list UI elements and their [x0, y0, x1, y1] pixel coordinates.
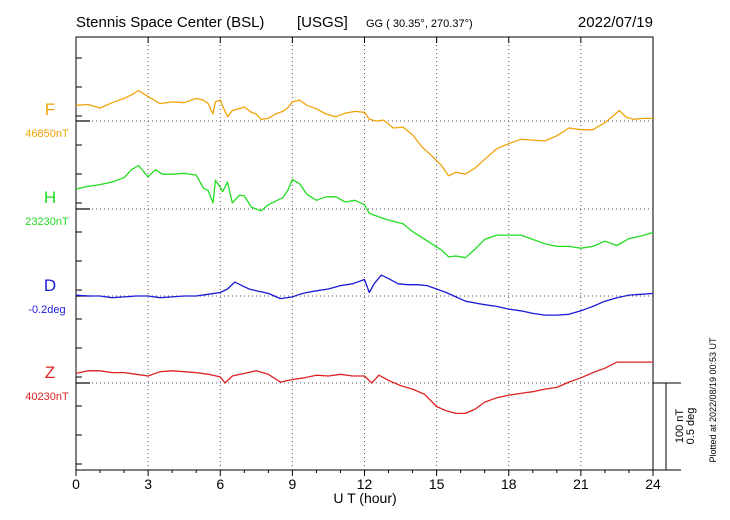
series-baseline-z: 40230nT — [25, 391, 69, 403]
x-tick-label: 9 — [288, 476, 296, 492]
series-baseline-f: 46850nT — [25, 128, 69, 140]
station-title: Stennis Space Center (BSL) — [76, 14, 264, 31]
series-name-f: F — [45, 100, 55, 119]
series-baseline-h: 23230nT — [25, 216, 69, 228]
station-coordinates: GG ( 30.35°, 270.37°) — [366, 18, 473, 30]
series-line-h — [75, 164, 654, 259]
y-tick-marks — [76, 57, 90, 465]
series-labels: F 46850nT H 23230nT D -0.2deg Z 40230nT — [25, 100, 69, 403]
x-tick-label: 24 — [645, 476, 661, 492]
series-line-d — [75, 274, 654, 316]
chart-date: 2022/07/19 — [578, 14, 653, 31]
agency-label: [USGS] — [297, 14, 348, 31]
x-tick-label: 18 — [501, 476, 517, 492]
series-line-f — [75, 89, 653, 177]
x-axis: 0 3 6 9 12 15 18 21 24 — [72, 37, 661, 492]
series-line-z — [75, 361, 653, 415]
scale-bar-deg-label: 0.5 deg — [685, 408, 697, 445]
x-axis-title: U T (hour) — [333, 490, 396, 506]
series-baseline-d: -0.2deg — [28, 304, 65, 316]
x-tick-label: 6 — [216, 476, 224, 492]
x-tick-label: 12 — [357, 476, 373, 492]
x-tick-label: 15 — [429, 476, 445, 492]
series-name-d: D — [44, 276, 56, 295]
x-tick-label: 21 — [573, 476, 589, 492]
scale-bar: 100 nT 0.5 deg — [653, 382, 697, 471]
series-name-z: Z — [45, 363, 55, 382]
x-tick-label: 3 — [144, 476, 152, 492]
scale-bar-nt-label: 100 nT — [674, 409, 686, 444]
series-name-h: H — [44, 188, 56, 207]
x-tick-label: 0 — [72, 476, 80, 492]
grid-lines — [76, 37, 653, 470]
plotted-timestamp: Plotted at 2022/08/19 00:53 UT — [708, 337, 718, 463]
series-lines — [75, 89, 654, 415]
